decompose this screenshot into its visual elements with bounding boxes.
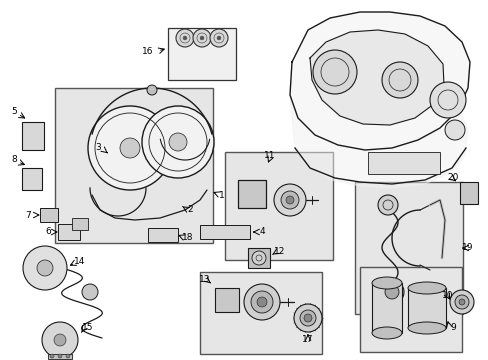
Bar	[354, 182, 462, 314]
Bar	[72, 218, 88, 230]
Circle shape	[251, 251, 265, 265]
Bar	[224, 152, 332, 260]
Circle shape	[58, 354, 62, 358]
Circle shape	[381, 62, 417, 98]
Circle shape	[379, 280, 403, 304]
Bar	[238, 180, 265, 208]
Polygon shape	[289, 95, 467, 188]
Circle shape	[200, 36, 203, 40]
Text: 13: 13	[199, 275, 210, 284]
Circle shape	[82, 284, 98, 300]
Bar	[55, 88, 213, 243]
Bar	[40, 208, 58, 222]
Circle shape	[37, 260, 53, 276]
Polygon shape	[289, 12, 469, 150]
Text: 19: 19	[461, 243, 473, 252]
Bar	[168, 28, 236, 80]
Circle shape	[257, 297, 266, 307]
Bar	[200, 272, 321, 354]
Circle shape	[176, 29, 194, 47]
Circle shape	[273, 184, 305, 216]
Circle shape	[454, 295, 468, 309]
Bar	[200, 225, 249, 239]
Circle shape	[244, 284, 280, 320]
Text: 15: 15	[82, 324, 94, 333]
Circle shape	[304, 314, 311, 322]
Text: 17: 17	[302, 336, 313, 345]
Bar	[22, 122, 44, 150]
Circle shape	[293, 304, 321, 332]
Bar	[359, 267, 461, 352]
Text: 16: 16	[142, 48, 153, 57]
Bar	[407, 288, 445, 328]
Circle shape	[147, 85, 157, 95]
Ellipse shape	[407, 282, 445, 294]
Circle shape	[193, 29, 210, 47]
Circle shape	[458, 299, 464, 305]
Circle shape	[50, 354, 54, 358]
Circle shape	[285, 196, 293, 204]
Bar	[215, 288, 239, 312]
Bar	[48, 354, 72, 359]
Circle shape	[42, 322, 78, 358]
Bar	[22, 168, 42, 190]
Circle shape	[281, 191, 298, 209]
Text: 3: 3	[95, 144, 101, 153]
Text: 18: 18	[182, 234, 193, 243]
Text: 7: 7	[25, 211, 31, 220]
Text: 20: 20	[447, 174, 458, 183]
Text: 12: 12	[274, 248, 285, 256]
Circle shape	[299, 310, 315, 326]
Text: 11: 11	[264, 150, 275, 159]
Bar	[459, 182, 477, 204]
Circle shape	[54, 334, 66, 346]
Text: 14: 14	[74, 257, 85, 266]
Text: 10: 10	[441, 291, 453, 300]
Circle shape	[209, 29, 227, 47]
Circle shape	[449, 290, 473, 314]
Circle shape	[120, 138, 140, 158]
Ellipse shape	[371, 327, 401, 339]
Circle shape	[384, 285, 398, 299]
Circle shape	[250, 291, 272, 313]
Bar	[58, 224, 80, 240]
Circle shape	[377, 195, 397, 215]
Circle shape	[66, 354, 70, 358]
Text: 6: 6	[45, 228, 51, 237]
Bar	[148, 228, 178, 242]
Text: 1: 1	[219, 190, 224, 199]
Text: 4: 4	[259, 228, 264, 237]
Circle shape	[23, 246, 67, 290]
Circle shape	[183, 36, 186, 40]
Bar	[371, 283, 401, 333]
Text: 8: 8	[11, 156, 17, 165]
Circle shape	[142, 106, 214, 178]
Circle shape	[444, 120, 464, 140]
Bar	[367, 152, 439, 174]
Polygon shape	[309, 30, 443, 125]
Circle shape	[88, 106, 172, 190]
Bar	[247, 248, 269, 268]
Circle shape	[312, 50, 356, 94]
Ellipse shape	[371, 277, 401, 289]
Text: 5: 5	[11, 108, 17, 117]
Text: 9: 9	[449, 324, 455, 333]
Ellipse shape	[407, 322, 445, 334]
Circle shape	[429, 82, 465, 118]
Circle shape	[169, 133, 186, 151]
Text: 2: 2	[187, 206, 192, 215]
Circle shape	[296, 310, 312, 326]
Circle shape	[217, 36, 221, 40]
